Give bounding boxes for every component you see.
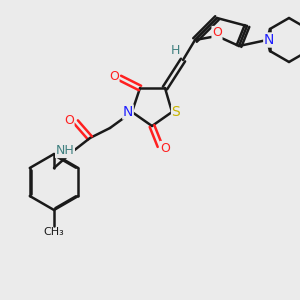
Text: H: H xyxy=(170,44,180,58)
Text: NH: NH xyxy=(56,145,74,158)
Text: N: N xyxy=(123,105,133,119)
Text: O: O xyxy=(109,70,119,83)
Text: O: O xyxy=(160,142,170,154)
Text: CH₃: CH₃ xyxy=(44,227,64,237)
Text: N: N xyxy=(264,33,274,47)
Text: O: O xyxy=(64,113,74,127)
Text: O: O xyxy=(212,26,222,40)
Text: S: S xyxy=(172,105,180,119)
